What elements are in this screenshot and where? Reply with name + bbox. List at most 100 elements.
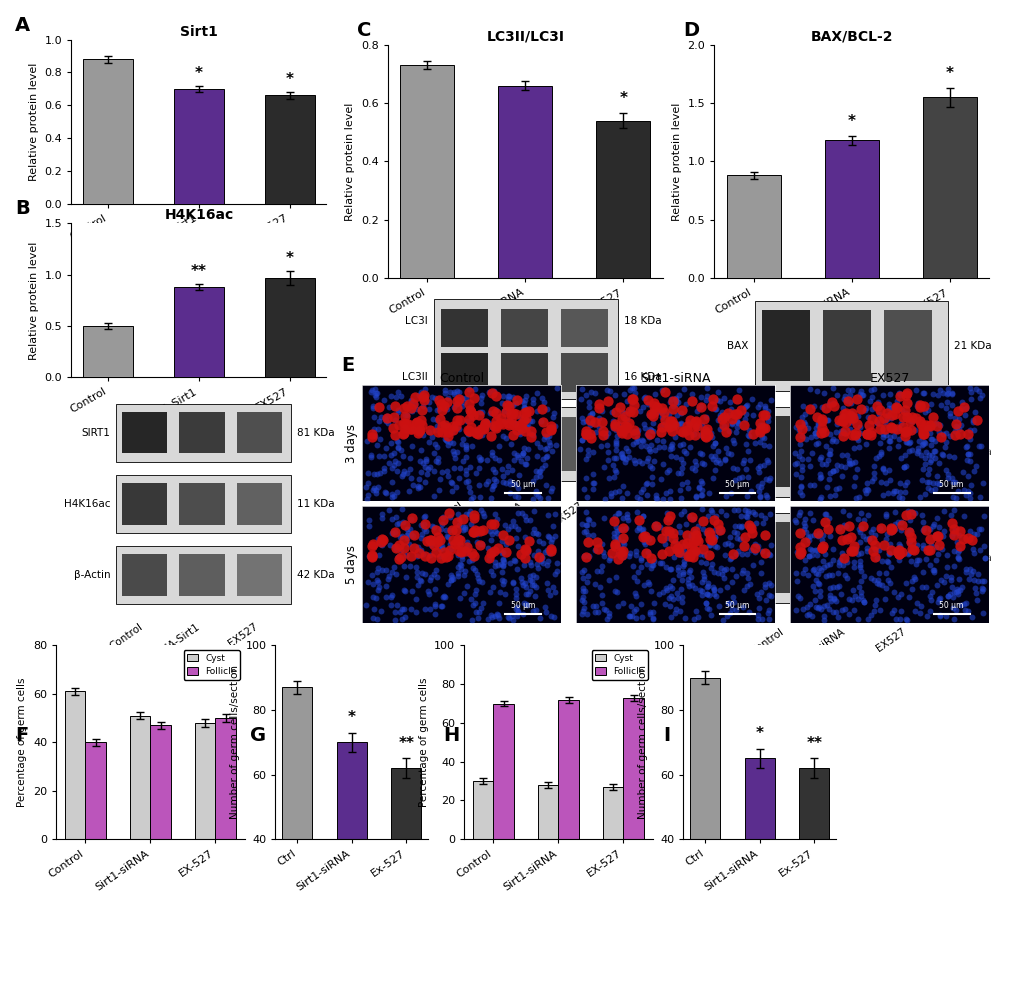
Point	[624, 437, 640, 453]
Point	[396, 419, 413, 435]
Point	[680, 571, 696, 587]
Text: β-Actin: β-Actin	[711, 553, 748, 563]
Point	[914, 426, 930, 442]
Point	[687, 413, 703, 429]
Point	[458, 390, 474, 406]
Point	[598, 382, 614, 398]
Point	[902, 413, 918, 429]
Point	[645, 605, 661, 621]
Point	[420, 401, 436, 417]
Point	[625, 453, 641, 469]
Point	[465, 407, 481, 423]
Point	[833, 447, 849, 463]
Point	[830, 557, 847, 573]
Point	[513, 505, 529, 521]
Point	[937, 568, 954, 584]
Point	[411, 387, 427, 403]
Point	[830, 412, 847, 428]
Point	[737, 507, 753, 523]
Point	[603, 404, 620, 420]
Point	[534, 555, 550, 571]
Point	[421, 586, 437, 602]
Point	[874, 460, 891, 476]
Point	[614, 449, 631, 465]
Point	[702, 560, 718, 576]
Point	[420, 583, 436, 599]
Point	[640, 530, 656, 546]
Point	[572, 441, 588, 457]
Point	[496, 587, 513, 603]
Point	[857, 531, 873, 547]
Point	[531, 465, 547, 481]
Point	[812, 469, 828, 485]
Point	[787, 602, 803, 618]
Point	[420, 461, 436, 477]
Point	[412, 572, 428, 588]
Point	[436, 417, 452, 433]
Point	[533, 401, 549, 417]
Point	[483, 546, 499, 562]
Point	[745, 557, 761, 573]
Point	[600, 609, 616, 625]
Point	[679, 527, 695, 543]
Point	[930, 591, 947, 607]
Point	[643, 460, 659, 476]
Legend: Cyst, Follicle: Cyst, Follicle	[183, 650, 240, 679]
Point	[513, 453, 529, 469]
Text: H4K16ac: H4K16ac	[64, 498, 110, 509]
Point	[451, 411, 468, 427]
Point	[586, 414, 602, 430]
Point	[401, 391, 418, 407]
Bar	[86, 743, 106, 839]
Point	[723, 589, 740, 605]
Point	[961, 523, 977, 539]
Text: **: **	[191, 264, 207, 279]
Point	[614, 596, 631, 612]
Point	[950, 586, 966, 602]
Point	[796, 510, 812, 526]
Point	[519, 597, 535, 613]
Point	[672, 482, 688, 497]
Point	[721, 529, 738, 545]
Point	[692, 427, 708, 443]
Point	[944, 590, 960, 606]
Point	[451, 531, 468, 547]
Point	[468, 424, 484, 440]
Point	[695, 411, 711, 427]
Point	[661, 578, 678, 594]
Point	[408, 415, 424, 431]
Point	[543, 481, 559, 496]
Point	[469, 526, 485, 542]
Point	[921, 454, 937, 470]
Point	[756, 527, 772, 543]
Point	[461, 553, 477, 569]
Point	[875, 421, 892, 437]
Point	[809, 528, 825, 544]
Point	[455, 567, 472, 583]
Point	[385, 559, 401, 575]
Point	[504, 574, 521, 590]
Point	[922, 483, 938, 498]
Point	[761, 505, 777, 521]
Point	[394, 426, 411, 442]
Point	[398, 527, 415, 543]
Point	[526, 503, 542, 519]
Point	[486, 450, 502, 466]
Point	[584, 516, 600, 532]
Point	[733, 519, 749, 535]
Point	[364, 547, 380, 563]
Point	[472, 452, 488, 468]
Point	[742, 576, 758, 592]
Point	[786, 445, 802, 461]
Point	[796, 416, 812, 432]
Point	[542, 437, 558, 453]
Point	[861, 393, 877, 409]
Point	[938, 470, 955, 486]
Point	[610, 484, 627, 499]
Point	[635, 529, 651, 545]
Point	[517, 550, 533, 566]
Point	[414, 402, 430, 418]
Point	[462, 502, 478, 518]
Point	[574, 414, 590, 430]
Point	[705, 512, 721, 528]
